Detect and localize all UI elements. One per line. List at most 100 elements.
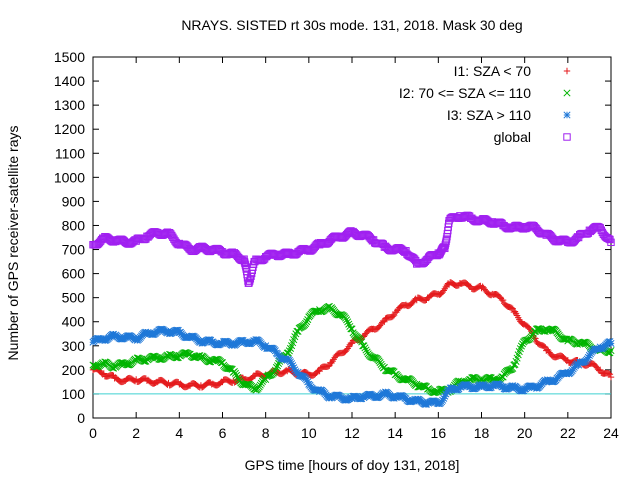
legend-label-i3: I3: SZA > 110	[447, 107, 531, 123]
data-point	[607, 238, 615, 247]
y-tick-label: 1400	[54, 73, 85, 89]
legend: I1: SZA < 70 I2: 70 <= SZA <= 110 I3: SZ…	[399, 63, 571, 145]
x-axis-title: GPS time [hours of doy 131, 2018]	[245, 457, 460, 473]
data-point-fill	[242, 380, 250, 388]
data-point	[316, 367, 323, 375]
legend-markers	[563, 67, 571, 141]
y-tick-label: 200	[62, 362, 86, 378]
x-tick-label: 6	[219, 425, 227, 441]
data-point-fill	[361, 344, 369, 352]
data-point-fill	[335, 311, 343, 319]
data-point-fill	[439, 288, 446, 296]
data-point-fill	[343, 316, 351, 324]
data-point-fill	[484, 374, 492, 382]
data-point	[607, 373, 615, 381]
x-tick-label: 16	[431, 425, 447, 441]
y-tick-label: 500	[62, 290, 86, 306]
data-point	[197, 354, 205, 362]
legend-marker-2	[563, 111, 571, 119]
y-tick-label: 100	[62, 386, 86, 402]
data-point-fill	[140, 357, 148, 365]
data-point-fill	[285, 347, 293, 355]
data-point-fill	[389, 312, 397, 320]
legend-label-i1: I1: SZA < 70	[454, 63, 532, 79]
data-point-fill	[606, 371, 614, 378]
y-tick-label: 1500	[54, 49, 85, 65]
data-point-fill	[559, 335, 568, 343]
y-tick-label: 1000	[54, 169, 85, 185]
data-point-fill	[345, 320, 353, 328]
data-point-fill	[273, 362, 282, 370]
data-point-fill	[498, 373, 506, 381]
data-point	[499, 296, 507, 304]
x-tick-label: 0	[89, 425, 97, 441]
data-point-fill	[485, 373, 493, 381]
data-point-fill	[256, 381, 264, 389]
y-tick-label: 300	[62, 338, 86, 354]
legend-marker-1	[563, 89, 571, 97]
data-point-fill	[441, 392, 449, 400]
data-point-fill	[404, 374, 412, 383]
y-tick-label: 600	[62, 266, 86, 282]
data-point-fill	[109, 330, 118, 338]
data-point-fill	[290, 364, 298, 372]
series-0	[89, 279, 615, 391]
y-axis-title: Number of GPS receiver-satellite rays	[5, 126, 21, 361]
data-point-fill	[517, 342, 525, 350]
data-point-fill	[440, 243, 448, 251]
data-point	[294, 368, 302, 376]
y-tick-label: 1300	[54, 97, 85, 113]
x-tick-label: 22	[560, 425, 576, 441]
data-point-fill	[344, 318, 352, 326]
data-point-fill	[360, 342, 368, 350]
y-tick-label: 700	[62, 242, 86, 258]
data-point	[607, 339, 615, 347]
series-3	[89, 211, 615, 287]
data-point	[381, 318, 388, 325]
x-tick-label: 12	[344, 425, 360, 441]
x-tick-label: 14	[387, 425, 403, 441]
series-layer	[89, 211, 615, 408]
data-point	[348, 340, 356, 347]
data-point-fill	[540, 343, 548, 350]
data-point-fill	[442, 390, 450, 398]
data-point-fill	[304, 378, 312, 386]
x-tick-label: 4	[175, 425, 183, 441]
data-point-fill	[362, 346, 370, 354]
series-2	[89, 325, 615, 408]
legend-label-i2: I2: 70 <= SZA <= 110	[399, 85, 531, 101]
data-point-fill	[470, 373, 478, 381]
x-tick-label: 20	[517, 425, 533, 441]
x-tick-label: 24	[603, 425, 619, 441]
x-tick-label: 10	[301, 425, 317, 441]
x-tick-label: 8	[262, 425, 270, 441]
data-point-fill	[376, 322, 384, 329]
data-point-fill	[347, 325, 355, 333]
data-point-fill	[157, 356, 165, 364]
data-point-fill	[122, 361, 131, 369]
data-point-fill	[325, 363, 332, 370]
data-point-fill	[584, 353, 592, 361]
data-point-fill	[291, 366, 299, 374]
data-point-fill	[440, 394, 448, 402]
data-point-fill	[231, 369, 240, 377]
data-point	[597, 366, 604, 374]
data-point-fill	[101, 358, 109, 366]
data-point-fill	[343, 346, 350, 354]
data-point-fill	[289, 362, 297, 370]
data-point-fill	[303, 318, 311, 326]
data-point-fill	[605, 370, 613, 377]
y-tick-label: 1100	[55, 145, 85, 161]
data-point	[607, 347, 615, 355]
data-point-fill	[393, 309, 400, 316]
data-point-fill	[142, 357, 150, 365]
data-point-fill	[439, 396, 447, 404]
y-tick-label: 800	[62, 217, 86, 233]
data-point-fill	[234, 373, 242, 381]
data-point-fill	[246, 275, 255, 283]
x-tick-label: 18	[474, 425, 490, 441]
data-point-fill	[232, 371, 241, 379]
y-tick-label: 400	[62, 314, 86, 330]
x-tick-label: 2	[132, 425, 140, 441]
